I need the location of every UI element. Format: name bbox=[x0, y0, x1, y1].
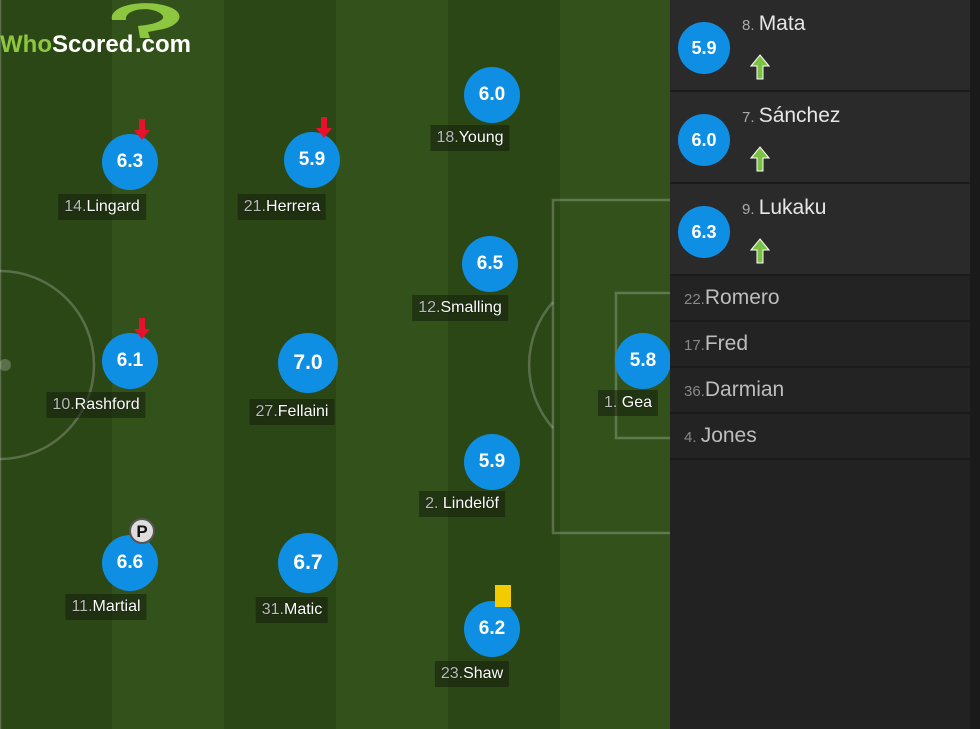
player-number: 21. bbox=[243, 198, 267, 215]
pitch-lines bbox=[0, 0, 670, 729]
svg-text:.com: .com bbox=[135, 31, 191, 56]
player-rating[interactable]: 6.6 bbox=[102, 535, 158, 591]
player-number: 36. bbox=[684, 383, 705, 400]
player-rating[interactable]: 5.9 bbox=[464, 434, 520, 490]
player-name: Shaw bbox=[463, 665, 504, 682]
player-label[interactable]: 31.Matic bbox=[255, 597, 329, 623]
player-label[interactable]: 23.Shaw bbox=[434, 661, 510, 687]
player-number: 18. bbox=[436, 129, 459, 146]
player-name: Fellaini bbox=[277, 403, 329, 420]
player-rating[interactable]: 6.5 bbox=[462, 236, 518, 292]
player-name: Gea bbox=[621, 394, 653, 411]
player-number: 14. bbox=[64, 198, 87, 215]
player-number: 7. bbox=[742, 109, 759, 126]
arrow-up-icon bbox=[749, 146, 771, 177]
player-number: 12. bbox=[418, 299, 441, 316]
player-name: Smalling bbox=[440, 299, 502, 316]
player-rating[interactable]: 6.0 bbox=[464, 67, 520, 123]
player-label[interactable]: 21.Herrera bbox=[237, 194, 327, 220]
player-name: Lingard bbox=[86, 198, 140, 215]
arrow-up-icon bbox=[749, 54, 771, 85]
player-rating[interactable]: 6.2 bbox=[464, 601, 520, 657]
player-number: 11. bbox=[71, 598, 93, 615]
player-name: Lukaku bbox=[758, 196, 827, 219]
player-label[interactable]: 18.Young bbox=[430, 125, 510, 151]
player-label[interactable]: 12.Smalling bbox=[412, 295, 508, 321]
bench-row[interactable]: 17.Fred bbox=[670, 322, 970, 368]
player-label[interactable]: 1. Gea bbox=[597, 390, 659, 416]
player-label[interactable]: 2. Lindelöf bbox=[419, 491, 505, 517]
player-name: Martial bbox=[92, 598, 141, 615]
substitute-row[interactable]: 6.3 9. Lukaku bbox=[670, 184, 970, 276]
player-number: 9. bbox=[742, 201, 759, 218]
bench-row[interactable]: 4. Jones bbox=[670, 414, 970, 460]
player-label[interactable]: 10.Rashford bbox=[46, 392, 146, 418]
player-name: Young bbox=[458, 129, 504, 146]
svg-text:P: P bbox=[136, 522, 147, 541]
substitute-row[interactable]: 6.0 7. Sánchez bbox=[670, 92, 970, 184]
player-rating[interactable]: 5.8 bbox=[615, 333, 670, 389]
pitch: 6.3 14.Lingard 5.9 21.Herrera 6.0 18.You… bbox=[0, 0, 670, 729]
whoscored-logo: Who Scored .com bbox=[0, 3, 191, 56]
player-label[interactable]: 11.Martial bbox=[65, 594, 147, 620]
player-label[interactable]: 27.Fellaini bbox=[249, 399, 335, 425]
player-number: 27. bbox=[255, 403, 278, 420]
player-number: 10. bbox=[52, 396, 75, 413]
player-name: Jones bbox=[700, 424, 757, 447]
player-rating: 5.9 bbox=[678, 22, 730, 74]
player-name: Romero bbox=[704, 286, 780, 309]
substitute-row[interactable]: 5.9 8. Mata bbox=[670, 0, 970, 92]
svg-text:Scored: Scored bbox=[52, 31, 133, 56]
player-rating: 6.3 bbox=[678, 206, 730, 258]
player-name: Darmian bbox=[704, 378, 785, 401]
player-number: 31. bbox=[261, 601, 285, 618]
player-number: 17. bbox=[684, 337, 705, 354]
player-number: 8. bbox=[742, 17, 759, 34]
player-rating[interactable]: 7.0 bbox=[278, 333, 338, 393]
player-label[interactable]: 14.Lingard bbox=[58, 194, 146, 220]
player-name: Matic bbox=[284, 601, 323, 618]
player-number: 2. bbox=[425, 495, 443, 512]
player-name: Sánchez bbox=[758, 104, 841, 127]
substitutes-panel: 5.9 8. Mata 6.0 7. Sánchez 6.3 9. Lukaku… bbox=[670, 0, 980, 729]
player-name: Fred bbox=[704, 332, 749, 355]
player-number: 4. bbox=[684, 429, 701, 446]
player-number: 1. bbox=[603, 394, 622, 411]
player-name: Mata bbox=[758, 12, 806, 35]
player-rating[interactable]: 6.1 bbox=[102, 333, 158, 389]
player-name: Lindelöf bbox=[442, 495, 499, 512]
player-rating[interactable]: 5.9 bbox=[284, 132, 340, 188]
arrow-up-icon bbox=[749, 238, 771, 269]
player-name: Rashford bbox=[74, 396, 140, 413]
bench-row[interactable]: 36.Darmian bbox=[670, 368, 970, 414]
player-number: 22. bbox=[684, 291, 705, 308]
player-number: 23. bbox=[440, 665, 464, 682]
player-name: Herrera bbox=[266, 198, 321, 215]
player-rating: 6.0 bbox=[678, 114, 730, 166]
player-rating[interactable]: 6.3 bbox=[102, 134, 158, 190]
player-rating[interactable]: 6.7 bbox=[278, 533, 338, 593]
scrollbar-track[interactable] bbox=[970, 0, 980, 729]
bench-row[interactable]: 22.Romero bbox=[670, 276, 970, 322]
svg-text:Who: Who bbox=[0, 31, 52, 56]
